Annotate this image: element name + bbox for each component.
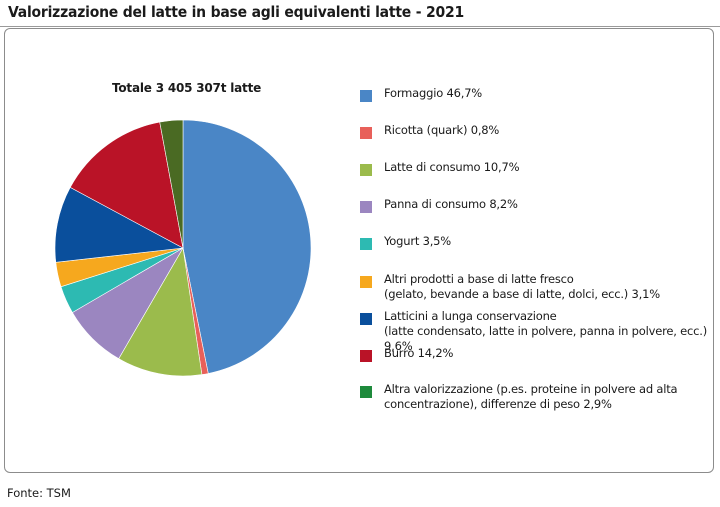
legend-item-ricotta: Ricotta (quark) 0,8% xyxy=(360,123,712,139)
legend-label: Ricotta (quark) 0,8% xyxy=(384,123,500,137)
source-note: Fonte: TSM xyxy=(7,486,71,500)
legend-swatch xyxy=(360,127,372,139)
legend-item-yogurt: Yogurt 3,5% xyxy=(360,234,712,250)
pie-slice-7 xyxy=(69,121,184,249)
legend-item-panna: Panna di consumo 8,2% xyxy=(360,197,712,213)
legend-item-latticini: Latticini a lunga conservazione (latte c… xyxy=(360,309,712,354)
pie-slice-2 xyxy=(118,247,203,377)
chart-title: Totale 3 405 307t latte xyxy=(112,81,262,95)
legend-label: Formaggio 46,7% xyxy=(384,86,483,100)
legend-label: Latte di consumo 10,7% xyxy=(384,160,520,174)
legend-swatch xyxy=(360,313,372,325)
legend-label: Burro 14,2% xyxy=(384,346,454,360)
legend-swatch xyxy=(360,201,372,213)
legend-label: Yogurt 3,5% xyxy=(384,234,452,248)
legend-swatch xyxy=(360,276,372,288)
pie-slice-0 xyxy=(182,119,312,374)
chart-frame xyxy=(4,28,714,473)
legend-item-burro: Burro 14,2% xyxy=(360,346,712,362)
legend-swatch xyxy=(360,90,372,102)
legend-item-formaggio: Formaggio 46,7% xyxy=(360,86,712,102)
pie-slice-8 xyxy=(159,119,184,249)
legend-item-altra: Altra valorizzazione (p.es. proteine in … xyxy=(360,382,712,412)
pie-slice-6 xyxy=(54,187,184,263)
legend-label: Altri prodotti a base di latte fresco (g… xyxy=(384,272,660,301)
legend-label: Altra valorizzazione (p.es. proteine in … xyxy=(384,382,678,411)
page-title: Valorizzazione del latte in base agli eq… xyxy=(8,3,464,21)
legend-swatch xyxy=(360,238,372,250)
legend-swatch xyxy=(360,164,372,176)
legend-swatch xyxy=(360,350,372,362)
legend-label: Latticini a lunga conservazione (latte c… xyxy=(384,309,707,353)
title-divider xyxy=(0,26,720,27)
legend-item-latte-consumo: Latte di consumo 10,7% xyxy=(360,160,712,176)
legend-swatch xyxy=(360,386,372,398)
legend-item-latte-fresco: Altri prodotti a base di latte fresco (g… xyxy=(360,272,712,302)
legend-label: Panna di consumo 8,2% xyxy=(384,197,518,211)
